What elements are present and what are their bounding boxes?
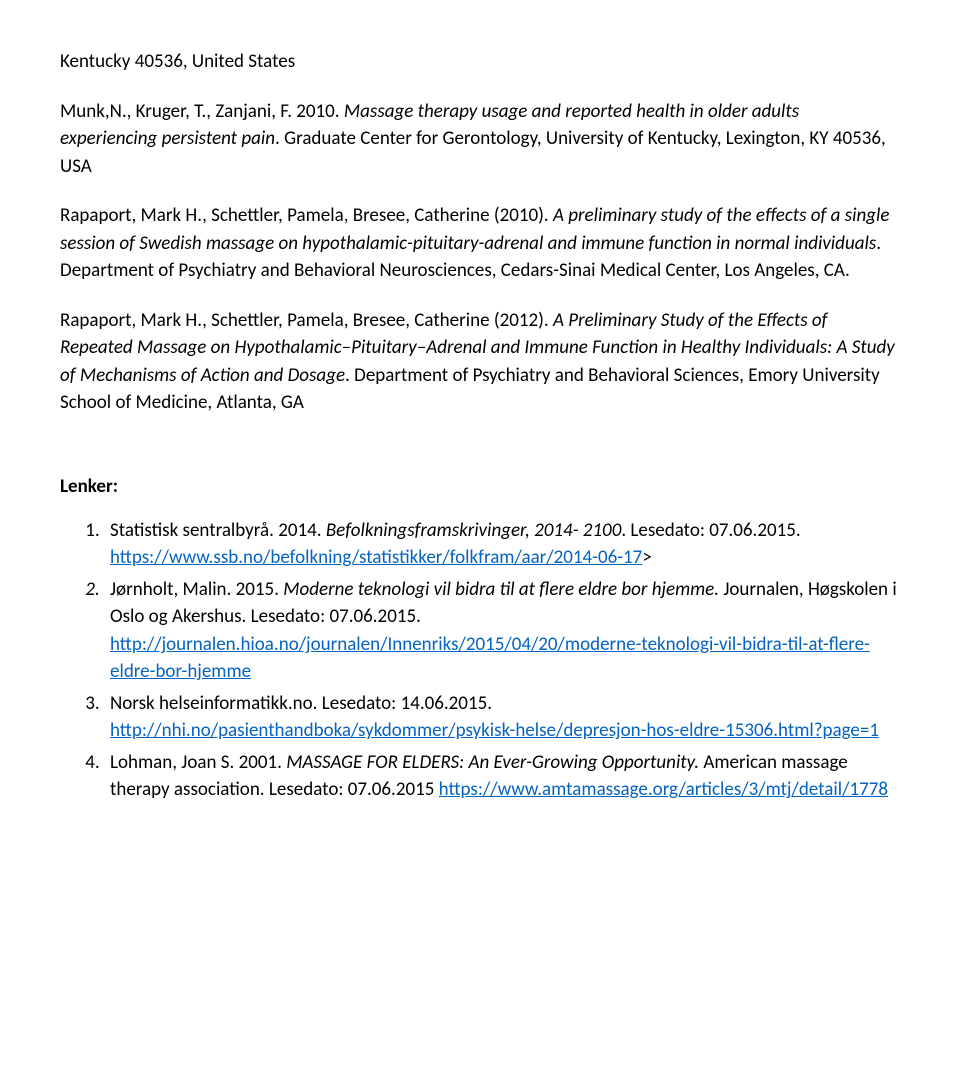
l3-link[interactable]: http://nhi.no/pasienthandboka/sykdommer/… — [110, 719, 879, 742]
l4-title: MASSAGE FOR ELDERS: An Ever-Growing Oppo… — [286, 751, 699, 774]
l1-title: Befolkningsframskrivinger, 2014- 2100 — [326, 519, 622, 542]
l2-link[interactable]: http://journalen.hioa.no/journalen/Innen… — [110, 633, 870, 684]
l2-pre: Jørnholt, Malin. 2015. — [110, 578, 283, 601]
link-list: Statistisk sentralbyrå. 2014. Befolkning… — [60, 517, 900, 804]
ref1-authors: Munk,N., Kruger, T., Zanjani, F. 2010. — [60, 100, 344, 123]
l1-pre: Statistisk sentralbyrå. 2014. — [110, 519, 326, 542]
ref3-authors: Rapaport, Mark H., Schettler, Pamela, Br… — [60, 309, 553, 332]
ref2-authors: Rapaport, Mark H., Schettler, Pamela, Br… — [60, 204, 553, 227]
reference-2: Rapaport, Mark H., Schettler, Pamela, Br… — [60, 202, 900, 285]
reference-1: Munk,N., Kruger, T., Zanjani, F. 2010. M… — [60, 98, 900, 181]
list-item: Statistisk sentralbyrå. 2014. Befolkning… — [104, 517, 900, 572]
l1-post: > — [642, 546, 651, 569]
l1-mid: . Lesedato: 07.06.2015. — [621, 519, 800, 542]
l4-link[interactable]: https://www.amtamassage.org/articles/3/m… — [439, 778, 888, 801]
l2-title: Moderne teknologi vil bidra til at flere… — [283, 578, 719, 601]
list-item: Lohman, Joan S. 2001. MASSAGE FOR ELDERS… — [104, 749, 900, 804]
l1-link[interactable]: https://www.ssb.no/befolkning/statistikk… — [110, 546, 642, 569]
list-item: Norsk helseinformatikk.no. Lesedato: 14.… — [104, 690, 900, 745]
l4-pre: Lohman, Joan S. 2001. — [110, 751, 286, 774]
l3-pre: Norsk helseinformatikk.no. Lesedato: 14.… — [110, 692, 492, 715]
top-line: Kentucky 40536, United States — [60, 48, 900, 76]
reference-3: Rapaport, Mark H., Schettler, Pamela, Br… — [60, 307, 900, 417]
lenker-heading: Lenker: — [60, 473, 900, 501]
list-item: Jørnholt, Malin. 2015. Moderne teknologi… — [104, 576, 900, 686]
